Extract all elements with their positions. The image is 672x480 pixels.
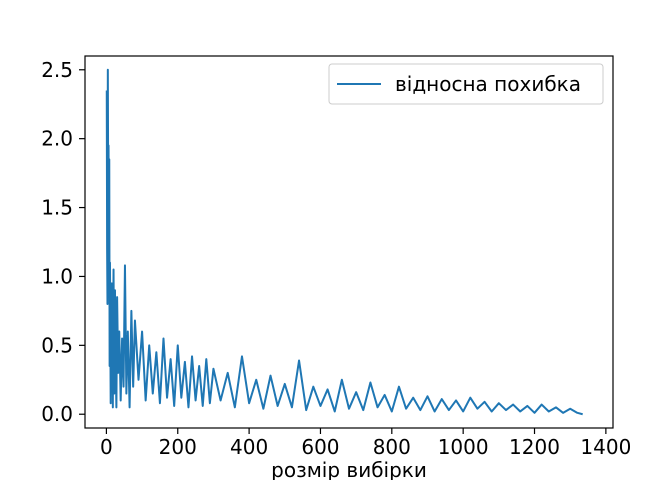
- y-tick-label: 1.0: [41, 264, 73, 288]
- x-tick-label: 1200: [509, 435, 560, 459]
- y-tick-label: 0.0: [41, 402, 73, 426]
- plot-frame: [84, 55, 614, 429]
- x-tick-label: 400: [230, 435, 268, 459]
- y-tick-label: 2.5: [41, 58, 73, 82]
- x-axis-ticks: 0 200 400 600 800 1000 1200 1400: [100, 428, 631, 459]
- legend-box: [328, 63, 604, 105]
- x-tick-label: 1000: [438, 435, 489, 459]
- series-layer: [105, 68, 583, 416]
- y-tick-label: 1.5: [41, 196, 73, 220]
- series-line-0: [105, 68, 583, 416]
- x-tick-label: 600: [301, 435, 339, 459]
- legend-label: відносна похибка: [395, 72, 581, 96]
- x-tick-label: 800: [373, 435, 411, 459]
- legend: відносна похибка: [328, 63, 604, 105]
- plot-area: [85, 56, 613, 428]
- y-tick-label: 0.5: [41, 333, 73, 357]
- y-axis-ticks: 0.0 0.5 1.0 1.5 2.0 2.5: [41, 58, 85, 426]
- x-axis-title: розмір вибірки: [271, 458, 427, 480]
- y-tick-label: 2.0: [41, 127, 73, 151]
- x-tick-label: 200: [159, 435, 197, 459]
- x-tick-label: 1400: [580, 435, 631, 459]
- x-tick-label: 0: [100, 435, 113, 459]
